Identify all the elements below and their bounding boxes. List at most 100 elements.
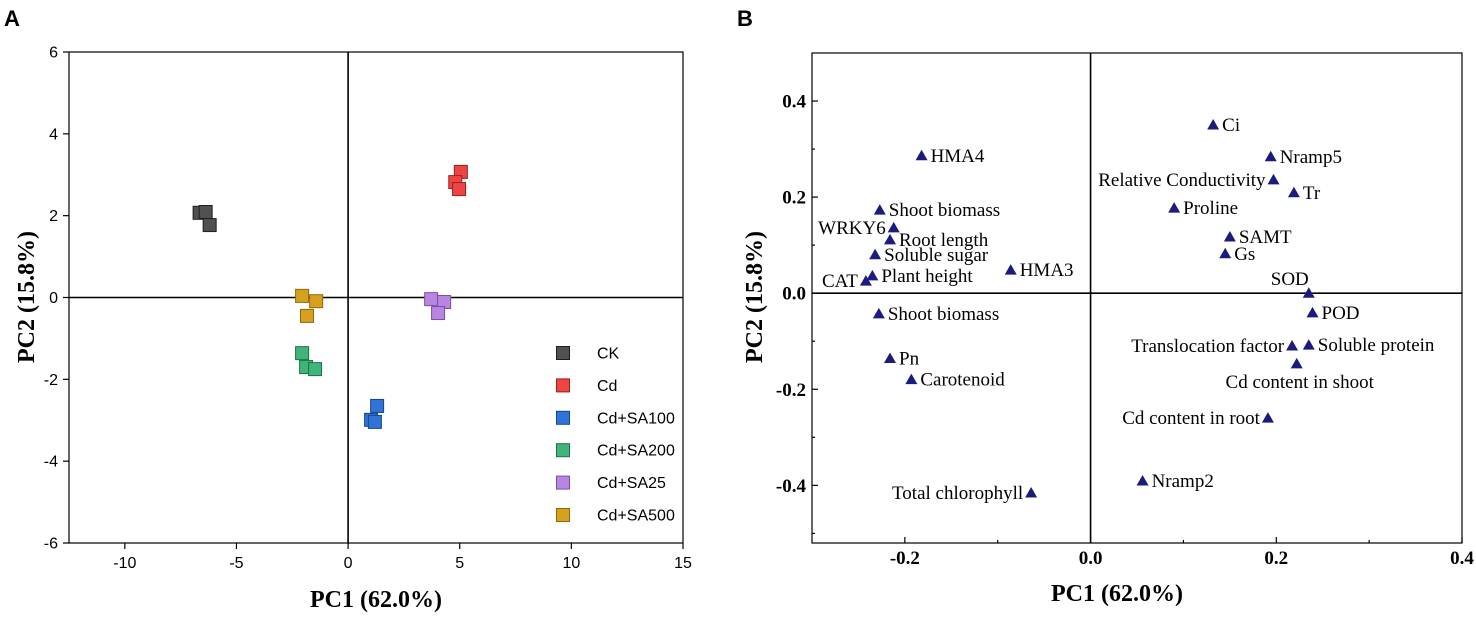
loading-point-nramp5-2 — [1264, 150, 1277, 162]
score-point-cd-sa25-3 — [431, 306, 446, 321]
panel-a-y-axis-title: PC2 (15.8%) — [14, 231, 40, 363]
loading-label-soluble-protein-11: Soluble protein — [1318, 335, 1435, 356]
loading-point-translocation-factor-10 — [1286, 340, 1299, 351]
loading-label-cat-21: CAT — [822, 271, 858, 292]
legend-marker-cd-sa200 — [556, 443, 570, 458]
loading-label-relative-conductivity-3: Relative Conductivity — [1098, 170, 1266, 191]
loading-point-ci-1 — [1207, 119, 1220, 130]
score-point-cd-sa500-2 — [309, 294, 324, 309]
loading-label-tr-4: Tr — [1303, 183, 1321, 204]
loading-point-soluble-sugar-20 — [869, 248, 882, 260]
loading-point-shoot-biomass-24 — [872, 307, 885, 319]
score-point-cd-sa200-3 — [308, 362, 323, 377]
loading-point-shoot-biomass-17 — [873, 204, 886, 215]
panel-b-x-axis-title: PC1 (62.0%) — [1051, 581, 1183, 607]
loading-point-pod-9 — [1306, 306, 1319, 318]
panel-b-y-tick-label: -0.4 — [776, 476, 807, 497]
score-point-ck-3 — [202, 218, 217, 233]
loading-label-samt-6: SAMT — [1239, 227, 1292, 248]
score-point-cd-sa500-1 — [295, 288, 310, 303]
loading-point-hma4-16 — [915, 149, 928, 161]
panel-a-x-tick-label: 15 — [674, 555, 692, 572]
loading-label-sod-8: SOD — [1271, 269, 1309, 290]
loading-point-samt-6 — [1223, 230, 1236, 242]
loading-label-shoot-biomass-17: Shoot biomass — [889, 200, 1000, 221]
score-point-cd-3 — [452, 182, 467, 197]
loading-label-cd-content-in-shoot-12: Cd content in shoot — [1226, 372, 1375, 393]
loading-point-cd-content-in-shoot-12 — [1290, 357, 1303, 369]
score-point-cd-sa200-1 — [295, 346, 310, 361]
legend-label-cd-sa100: Cd+SA100 — [597, 410, 675, 427]
loading-label-pn-25: Pn — [899, 349, 920, 370]
loading-point-sod-8 — [1302, 287, 1315, 298]
panel-b-y-tick-label: 0.4 — [782, 92, 806, 113]
panel-a-x-tick-label: 10 — [562, 555, 580, 572]
panel-b-plot-frame — [811, 52, 1463, 544]
panel-b-point-labels: Ci Nramp5 Relative Conductivity Tr ProlineSA… — [818, 115, 1435, 504]
panel-a-y-tick-label: 6 — [49, 45, 58, 62]
legend-label-cd-sa200: Cd+SA200 — [597, 443, 675, 460]
loading-point-nramp2-14 — [1136, 475, 1149, 486]
loading-point-plant-height-22 — [866, 269, 879, 281]
panel-a-x-tick-label: 5 — [455, 555, 464, 572]
legend-marker-ck — [556, 346, 570, 360]
panel-a-y-tick-label: 2 — [49, 208, 58, 225]
loading-label-gs-7: Gs — [1234, 244, 1255, 265]
loading-point-wrky6-18 — [887, 221, 900, 233]
legend-label-cd-sa500: Cd+SA500 — [597, 508, 675, 525]
loading-label-translocation-factor-10: Translocation factor — [1131, 336, 1285, 357]
loading-point-hma3-23 — [1004, 264, 1017, 275]
loading-label-cd-content-in-root-13: Cd content in root — [1122, 408, 1260, 429]
loading-point-cat-21 — [859, 275, 872, 286]
legend-label-cd: Cd — [597, 378, 617, 395]
loading-label-root-length-19: Root length — [899, 230, 989, 251]
loading-label-ci-1: Ci — [1222, 115, 1240, 136]
loading-label-shoot-biomass-24: Shoot biomass — [888, 304, 999, 325]
panel-a-y-tick-label: 4 — [49, 126, 58, 143]
panel-b-y-axis-title: PC2 (15.8%) — [742, 231, 768, 363]
panel-a-legend: CK Cd Cd+SA100 Cd+SA200 Cd+SA25 Cd+SA500 — [556, 346, 675, 525]
panel-a-points — [192, 164, 468, 429]
panel-b-y-tick-label: 0.0 — [782, 284, 806, 305]
panel-b-label: B — [737, 6, 753, 31]
panel-a-label: A — [4, 6, 20, 31]
loading-label-hma3-23: HMA3 — [1020, 260, 1074, 281]
loading-label-proline-5: Proline — [1183, 198, 1238, 219]
loading-label-hma4-16: HMA4 — [931, 146, 985, 167]
score-point-cd-sa500-3 — [300, 308, 315, 323]
score-point-ck-2 — [198, 204, 213, 219]
loading-point-root-length-19 — [884, 233, 896, 245]
panel-b-x-tick-label: 0.2 — [1264, 548, 1288, 569]
loading-point-gs-7 — [1219, 247, 1232, 259]
panel-a-x-tick-label: -5 — [229, 555, 243, 572]
panel-b-loading-plot: B -0.2 0.0 0.2 0.4 -0.4 -0.2 0.0 0.2 0.4 Ci Nramp… — [737, 6, 1474, 607]
panel-a-score-plot: A -10 -5 0 5 10 15 -6 -4 -2 0 2 4 6 CK Cd Cd+SA100 Cd+S… — [4, 6, 692, 613]
loading-point-pn-25 — [884, 352, 896, 364]
panel-b-y-tick-label: -0.2 — [776, 380, 806, 401]
loading-label-nramp5-2: Nramp5 — [1280, 147, 1342, 168]
loading-label-plant-height-22: Plant height — [881, 266, 973, 287]
panel-b-x-tick-label: -0.2 — [890, 548, 920, 569]
loading-label-total-chlorophyll-15: Total chlorophyll — [892, 483, 1023, 504]
panel-a-x-tick-label: -10 — [113, 555, 136, 572]
loading-point-tr-4 — [1287, 186, 1300, 198]
panel-a-y-tick-label: 0 — [49, 290, 58, 307]
score-point-cd-sa25-1 — [424, 292, 439, 307]
panel-b-y-tick-label: 0.2 — [782, 188, 806, 209]
legend-label-ck: CK — [597, 346, 620, 363]
loading-point-proline-5 — [1168, 202, 1181, 213]
panel-b-points — [859, 119, 1319, 498]
legend-marker-cd-sa100 — [556, 410, 570, 425]
score-point-cd-sa100-1 — [370, 398, 385, 413]
panel-b-x-tick-label: 0.0 — [1079, 548, 1103, 569]
panel-a-y-tick-label: -2 — [44, 372, 58, 389]
loading-label-soluble-sugar-20: Soluble sugar — [884, 245, 989, 266]
panel-b-axes: -0.2 0.0 0.2 0.4 -0.4 -0.2 0.0 0.2 0.4 — [776, 52, 1474, 569]
loading-label-carotenoid-26: Carotenoid — [920, 370, 1005, 391]
loading-point-total-chlorophyll-15 — [1025, 487, 1038, 498]
panel-a-x-tick-label: 0 — [344, 555, 353, 572]
legend-marker-cd-sa25 — [556, 475, 570, 490]
legend-marker-cd — [556, 378, 570, 393]
panel-b-x-tick-label: 0.4 — [1450, 548, 1474, 569]
legend-marker-cd-sa500 — [556, 508, 570, 522]
